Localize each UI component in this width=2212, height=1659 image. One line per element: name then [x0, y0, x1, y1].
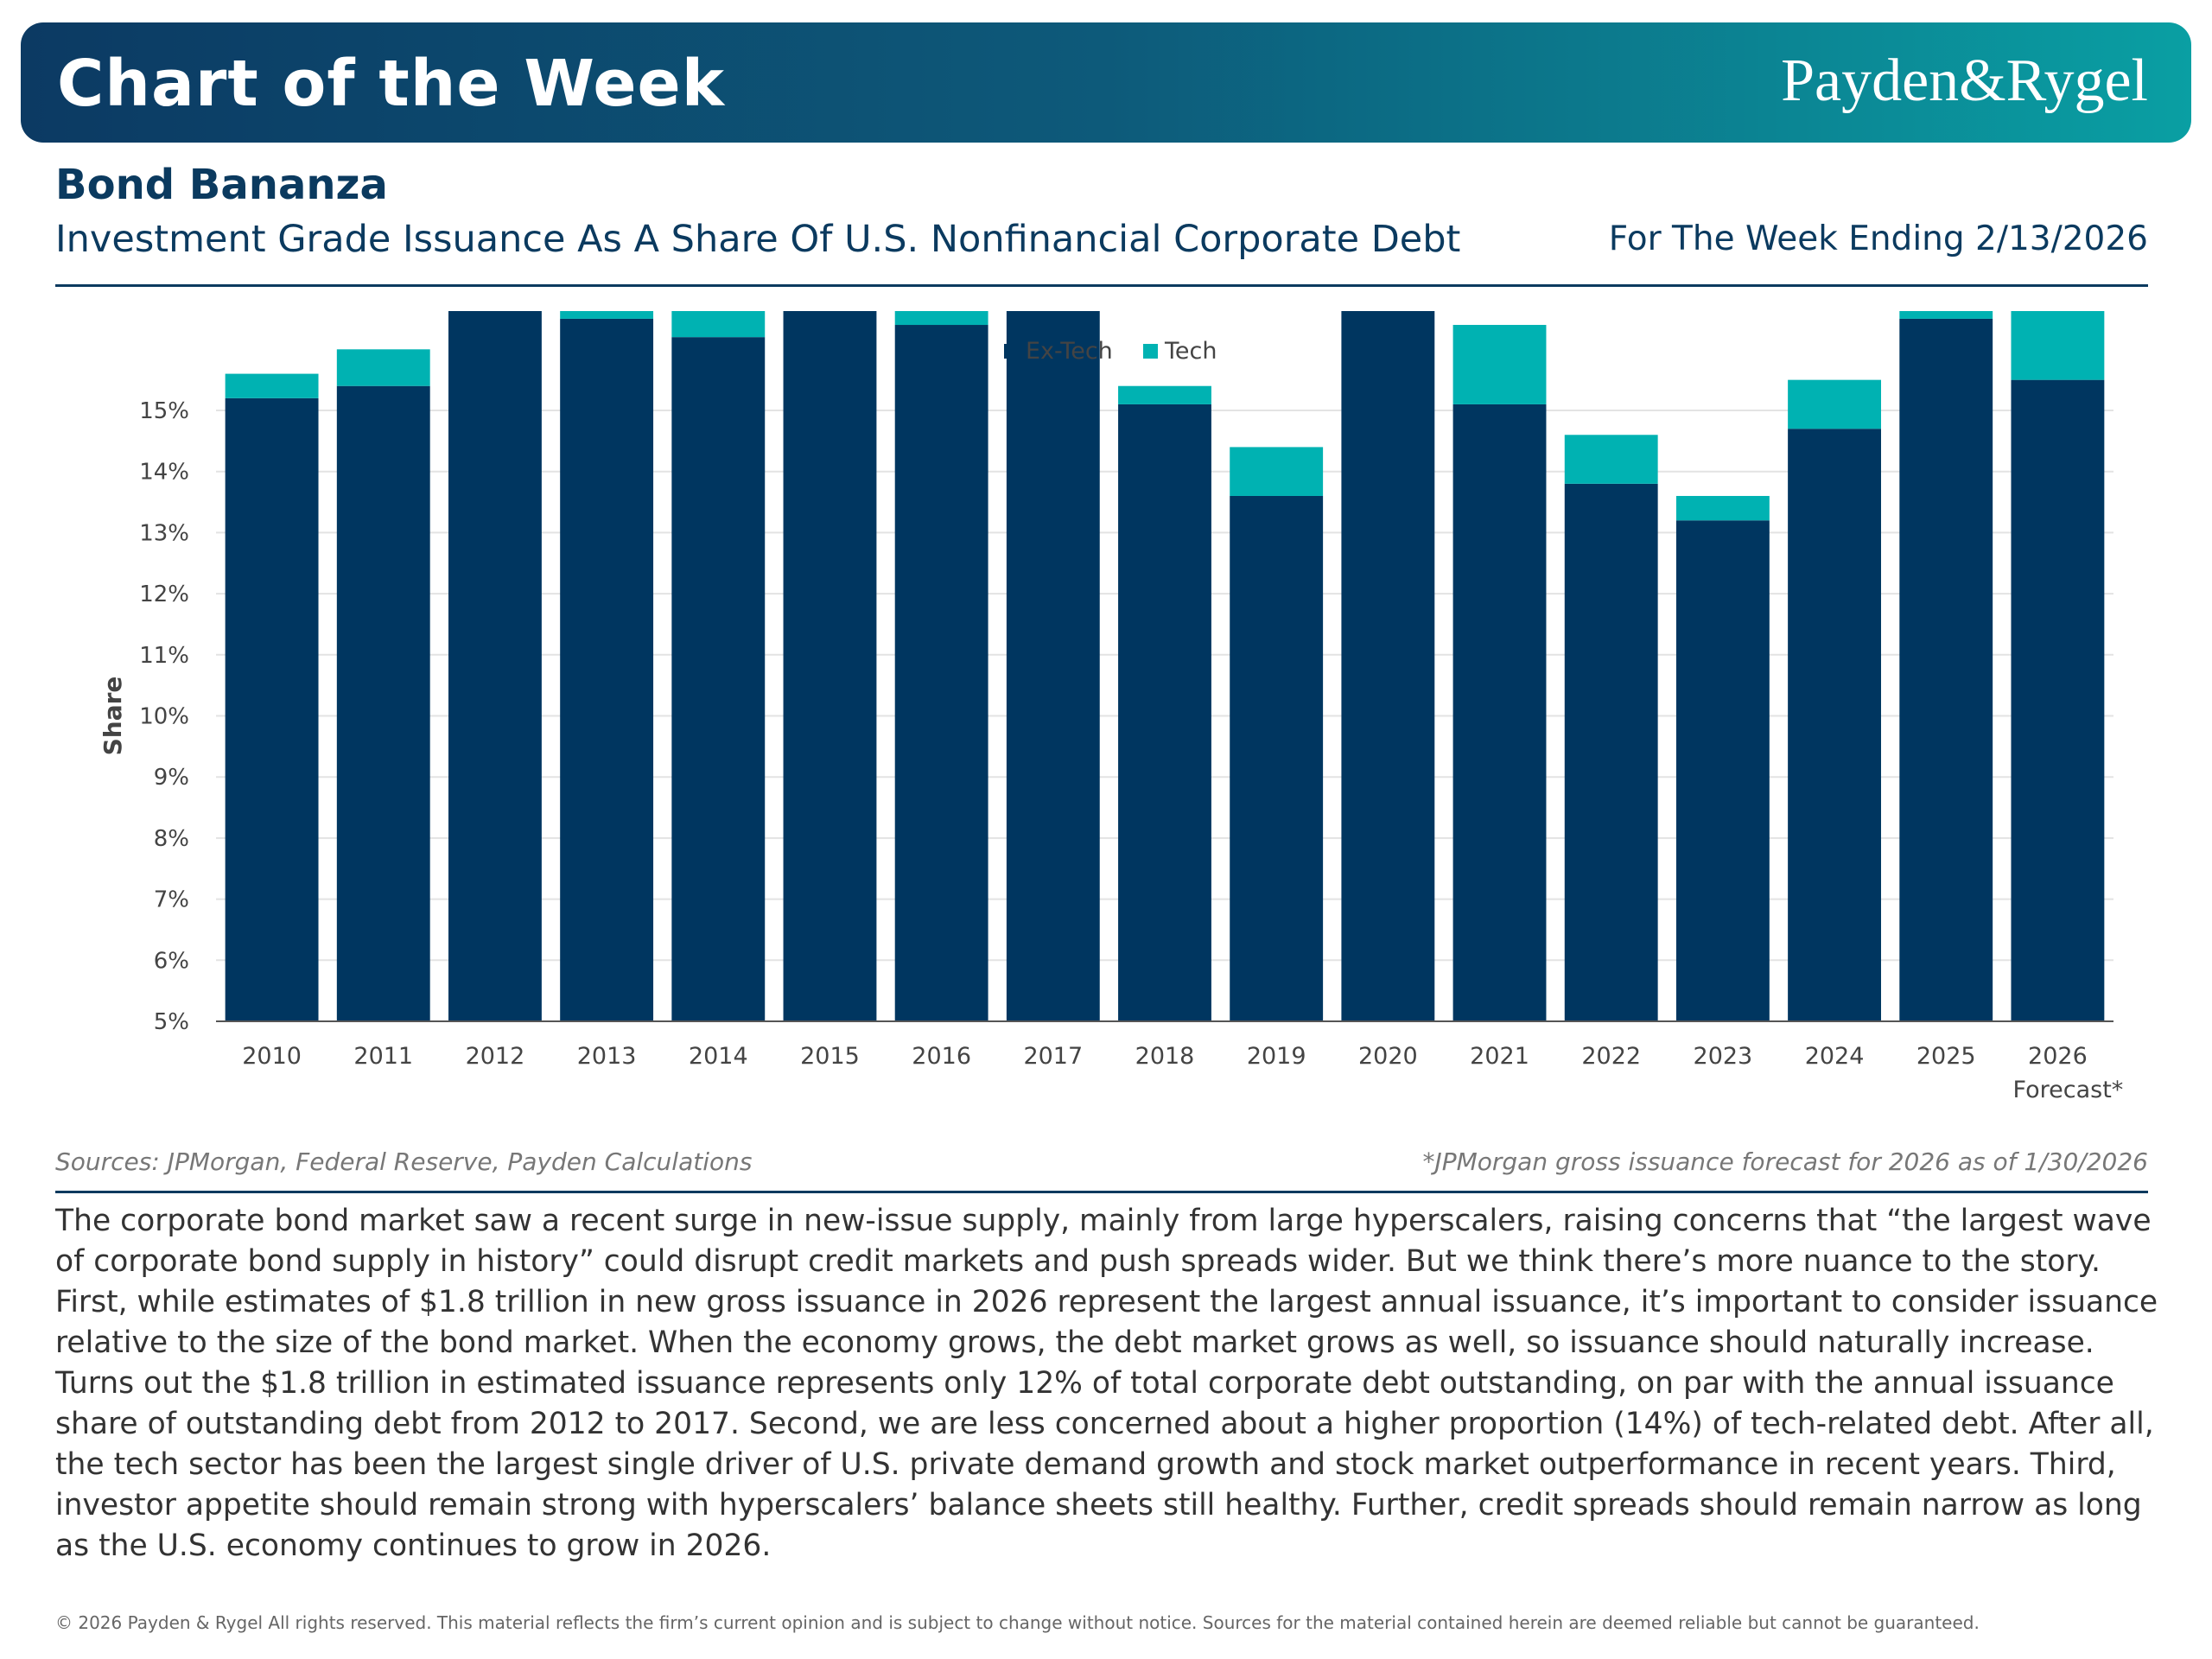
x-tick-label: 2026: [2028, 1043, 2088, 1070]
week-ending: For The Week Ending 2/13/2026: [1608, 219, 2148, 258]
x-tick-label: 2016: [912, 1043, 971, 1070]
bar-tech-2019: [1230, 447, 1324, 496]
bar-tech-2014: [671, 311, 766, 338]
sources: Sources: JPMorgan, Federal Reserve, Payd…: [55, 1147, 753, 1176]
bar-ex-tech-2026: [2011, 379, 2105, 1021]
chart-title: Bond Bananza: [55, 161, 388, 209]
y-tick-label: 15%: [139, 398, 189, 424]
y-tick-label: 9%: [154, 765, 189, 791]
bar-tech-2011: [336, 349, 430, 386]
bar-tech-2022: [1564, 435, 1658, 484]
copyright-footer: © 2026 Payden & Rygel All rights reserve…: [55, 1612, 1980, 1633]
bar-ex-tech-2016: [894, 325, 988, 1021]
bar-ex-tech-2017: [1006, 311, 1100, 1021]
divider: [55, 284, 2148, 287]
bar-ex-tech-2022: [1564, 483, 1658, 1021]
bar-ex-tech-2023: [1675, 520, 1770, 1021]
bar-ex-tech-2025: [1899, 318, 1993, 1021]
x-tick-label: 2015: [800, 1043, 860, 1070]
x-tick-label: 2018: [1135, 1043, 1195, 1070]
x-tick-label: 2023: [1694, 1043, 1753, 1070]
x-tick-label: 2017: [1023, 1043, 1083, 1070]
bar-ex-tech-2012: [448, 311, 542, 1021]
y-tick-label: 11%: [139, 643, 189, 669]
x-tick-label: 2021: [1470, 1043, 1529, 1070]
chart-subtitle: Investment Grade Issuance As A Share Of …: [55, 218, 1461, 261]
x-tick-label: 2024: [1805, 1043, 1865, 1070]
bar-ex-tech-2019: [1230, 495, 1324, 1021]
bar-tech-2023: [1675, 495, 1770, 521]
y-tick-label: 10%: [139, 704, 189, 730]
y-tick-label: 14%: [139, 460, 189, 486]
forecast-note: *JPMorgan gross issuance forecast for 20…: [1422, 1147, 2148, 1176]
bar-ex-tech-2015: [783, 311, 877, 1022]
y-tick-label: 5%: [154, 1009, 189, 1035]
x-tick-label: 2013: [577, 1043, 637, 1070]
bar-tech-2016: [894, 311, 988, 326]
y-tick-label: 7%: [154, 887, 189, 913]
x-tick-label: 2020: [1358, 1043, 1418, 1070]
bar-ex-tech-2011: [336, 385, 430, 1022]
y-tick-label: 13%: [139, 520, 189, 546]
bar-tech-2021: [1452, 325, 1547, 404]
header-band: Chart of the Week Payden&Rygel: [21, 22, 2191, 143]
legend-swatch-ex-tech: [1004, 344, 1019, 359]
legend-swatch-tech: [1143, 344, 1158, 359]
bar-ex-tech-2018: [1118, 404, 1211, 1021]
bar-tech-2024: [1788, 379, 1881, 429]
x-tick-label: 2011: [353, 1043, 413, 1070]
x-tick-label: 2019: [1247, 1043, 1306, 1070]
bar-tech-2013: [560, 311, 654, 319]
bar-tech-2026: [2011, 311, 2105, 380]
bar-ex-tech-2020: [1341, 311, 1435, 1021]
divider: [55, 1191, 2148, 1193]
payden-rygel-logo: Payden&Rygel: [1781, 48, 2148, 114]
x-tick-sublabel: Forecast*: [2013, 1077, 2124, 1103]
bar-ex-tech-2013: [560, 318, 654, 1021]
bar-ex-tech-2024: [1788, 429, 1881, 1021]
bar-ex-tech-2010: [225, 397, 319, 1021]
legend-label: Tech: [1164, 338, 1217, 365]
y-tick-label: 6%: [154, 948, 189, 974]
x-tick-label: 2012: [466, 1043, 525, 1070]
x-tick-label: 2022: [1581, 1043, 1641, 1070]
y-tick-label: 12%: [139, 582, 189, 607]
x-tick-label: 2010: [242, 1043, 302, 1070]
stacked-bar-chart: 5% 6% 7% 8% 9% 10% 11% 12% 13% 14% 15% Share 2010 201…: [99, 311, 2124, 1103]
header-title: Chart of the Week: [57, 47, 725, 121]
commentary: The corporate bond market saw a recent s…: [55, 1204, 2158, 1563]
bar-tech-2010: [225, 373, 319, 398]
bar-tech-2025: [1899, 311, 1993, 319]
bar-ex-tech-2014: [671, 337, 766, 1021]
bar-ex-tech-2021: [1452, 404, 1547, 1021]
x-tick-label: 2025: [1916, 1043, 1976, 1070]
y-tick-label: 8%: [154, 826, 189, 852]
bar-tech-2018: [1118, 385, 1211, 404]
legend-label: Ex-Tech: [1026, 338, 1113, 365]
y-axis-label: Share: [99, 677, 127, 756]
x-tick-label: 2014: [689, 1043, 748, 1070]
